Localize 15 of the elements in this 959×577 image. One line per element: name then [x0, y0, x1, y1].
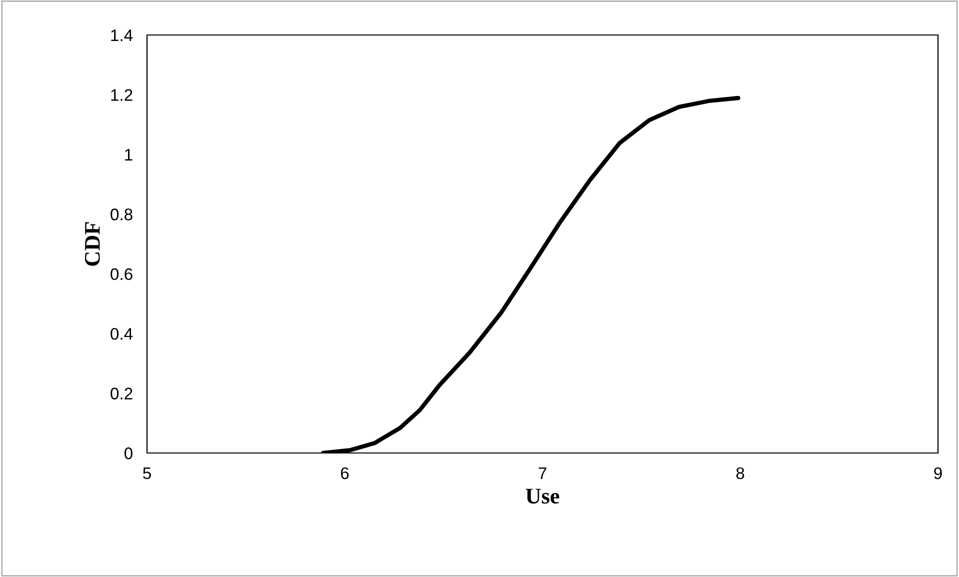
x-tick-label: 6	[340, 467, 349, 480]
x-axis-title: Use	[526, 488, 560, 504]
y-tick-label: 0.4	[110, 328, 133, 340]
y-tick-label: 1.4	[111, 30, 133, 42]
y-tick-label: 1.2	[111, 89, 132, 101]
y-tick-label: 0.6	[110, 268, 132, 280]
x-tick-label: 5	[143, 468, 151, 480]
y-axis-title: CDF	[84, 222, 100, 266]
x-tick-label: 9	[934, 467, 942, 480]
y-tick-label: 0.8	[110, 208, 132, 220]
y-tick-label: 0.2	[110, 388, 132, 400]
x-tick-label: 7	[538, 468, 546, 479]
y-tick-label: 1	[125, 149, 132, 160]
y-tick-label: 0	[124, 447, 132, 460]
x-tick-label: 8	[736, 467, 744, 480]
